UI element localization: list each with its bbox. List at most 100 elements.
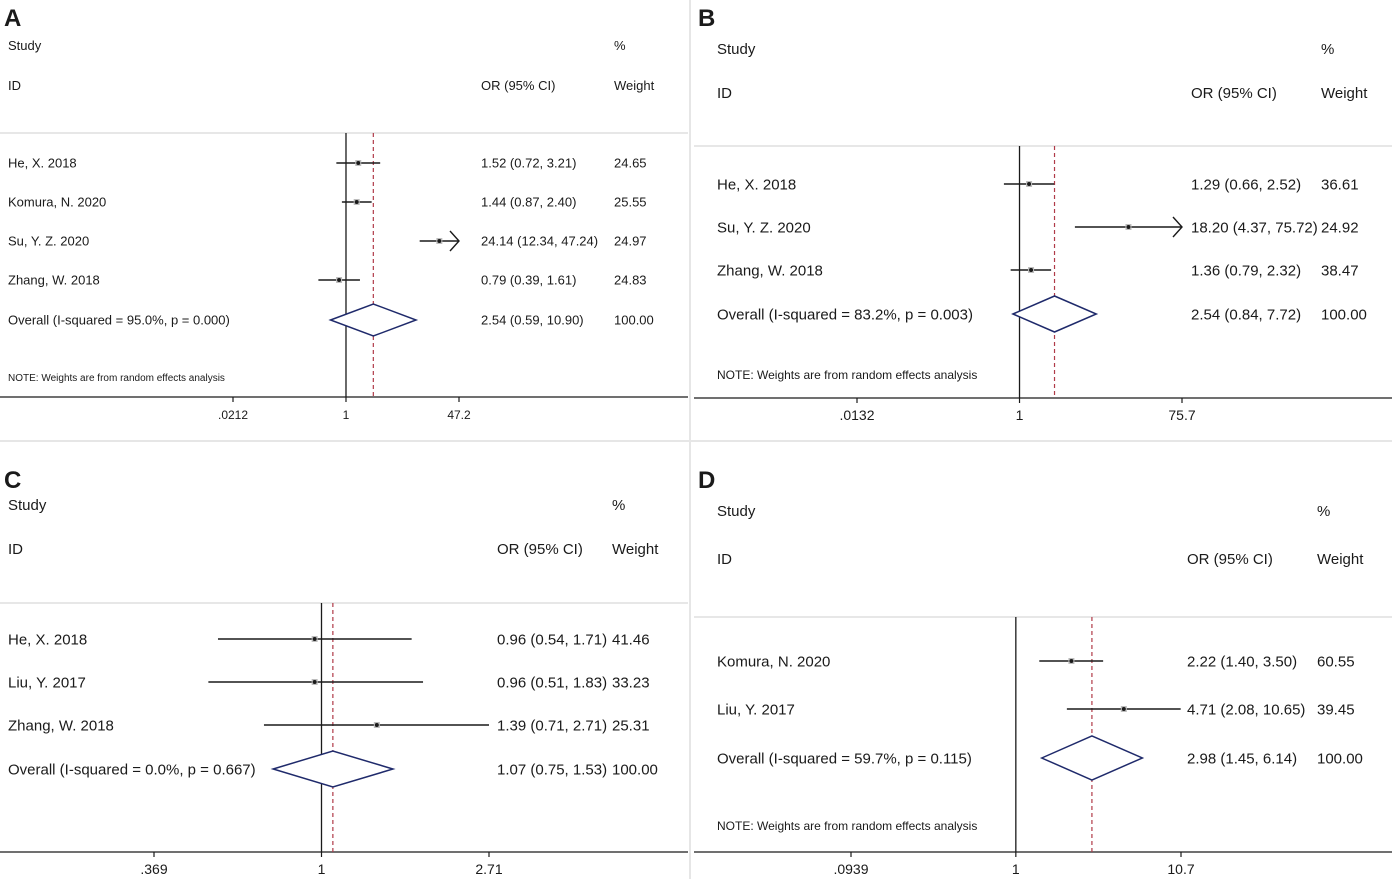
study-weight: 33.23 [612, 674, 650, 691]
study-weight: 25.31 [612, 717, 650, 734]
header-or-ci: OR (95% CI) [481, 78, 555, 93]
x-tick-label: .0939 [833, 861, 868, 877]
point-estimate [354, 200, 359, 204]
x-tick-label: .369 [140, 861, 167, 877]
forest-plot-svg: A Study % ID OR (95% CI) Weight He, X. 2018 1.5… [0, 5, 688, 422]
study-or-ci: 0.79 (0.39, 1.61) [481, 273, 576, 288]
panel-letter: A [4, 5, 21, 32]
overall-weight: 100.00 [1317, 750, 1363, 767]
study-or-ci: 4.71 (2.08, 10.65) [1187, 701, 1305, 718]
x-tick-label: 2.71 [475, 861, 502, 877]
study-label: He, X. 2018 [717, 176, 796, 193]
overall-diamond [328, 303, 419, 337]
header-percent: % [614, 38, 626, 53]
overall-label: Overall (I-squared = 83.2%, p = 0.003) [717, 306, 973, 323]
random-effects-note: NOTE: Weights are from random effects an… [717, 819, 977, 833]
study-weight: 60.55 [1317, 653, 1355, 670]
header-weight: Weight [612, 541, 659, 558]
overall-diamond [1011, 295, 1099, 333]
header-percent: % [1317, 503, 1330, 520]
overall-or-ci: 1.07 (0.75, 1.53) [497, 761, 607, 778]
overall-label: Overall (I-squared = 95.0%, p = 0.000) [8, 313, 230, 328]
study-weight: 24.83 [614, 273, 647, 288]
point-estimate [1121, 707, 1126, 711]
study-label: He, X. 2018 [8, 156, 77, 171]
study-label: He, X. 2018 [8, 631, 87, 648]
forest-plot-b: B Study% ID OR (95% CI) Weight He, X. 2018 1.2… [694, 0, 1392, 438]
header-id: ID [717, 85, 732, 102]
random-effects-note: NOTE: Weights are from random effects an… [717, 368, 977, 382]
study-or-ci: 1.29 (0.66, 2.52) [1191, 176, 1301, 193]
study-weight: 38.47 [1321, 262, 1359, 279]
point-estimate [1027, 182, 1032, 186]
study-label: Zhang, W. 2018 [8, 273, 100, 288]
study-or-ci: 1.36 (0.79, 2.32) [1191, 262, 1301, 279]
header-id: ID [717, 551, 732, 568]
random-effects-note: NOTE: Weights are from random effects an… [8, 373, 225, 384]
overall-label: Overall (I-squared = 0.0%, p = 0.667) [8, 761, 256, 778]
study-or-ci: 1.39 (0.71, 2.71) [497, 717, 607, 734]
horizontal-divider [0, 440, 1392, 442]
x-tick-label: 75.7 [1168, 407, 1195, 423]
study-label: Liu, Y. 2017 [8, 674, 86, 691]
panel-letter: C [4, 467, 21, 494]
vertical-divider [689, 0, 691, 879]
study-or-ci: 24.14 (12.34, 47.24) [481, 234, 598, 249]
forest-plot-d: D Study% ID OR (95% CI) Weight Komura, N. 202… [694, 462, 1392, 879]
study-weight: 36.61 [1321, 176, 1359, 193]
header-or-ci: OR (95% CI) [1191, 85, 1277, 102]
point-estimate [1126, 225, 1131, 229]
study-label: Komura, N. 2020 [8, 195, 106, 210]
point-estimate [437, 239, 442, 243]
header-study: Study [717, 503, 756, 520]
study-label: Su, Y. Z. 2020 [8, 234, 89, 249]
study-weight: 25.55 [614, 195, 647, 210]
study-label: Komura, N. 2020 [717, 653, 830, 670]
header-id: ID [8, 78, 21, 93]
header-percent: % [1321, 41, 1334, 58]
x-tick-label: 10.7 [1167, 861, 1194, 877]
study-weight: 24.65 [614, 156, 647, 171]
study-label: Liu, Y. 2017 [717, 701, 795, 718]
study-label: Su, Y. Z. 2020 [717, 219, 811, 236]
forest-plot-svg: C Study % ID OR (95% CI) Weight He, X. 2018 0.9… [0, 467, 688, 877]
x-tick-label: 1 [318, 861, 326, 877]
study-or-ci: 0.96 (0.54, 1.71) [497, 631, 607, 648]
x-tick-label: 1 [1016, 407, 1024, 423]
header-weight: Weight [1321, 85, 1368, 102]
study-weight: 24.92 [1321, 219, 1359, 236]
ci-arrow [1172, 216, 1183, 238]
point-estimate [312, 680, 317, 684]
header-percent: % [612, 497, 625, 514]
panel-letter: D [698, 467, 715, 494]
overall-or-ci: 2.54 (0.59, 10.90) [481, 313, 584, 328]
x-tick-label: 47.2 [447, 408, 471, 422]
study-weight: 39.45 [1317, 701, 1355, 718]
header-or-ci: OR (95% CI) [1187, 551, 1273, 568]
overall-diamond [270, 750, 396, 788]
ci-arrow [449, 230, 460, 252]
point-estimate [374, 723, 379, 727]
forest-plot-c: C Study% ID OR (95% CI) Weight He, X. 2018 0.9… [0, 462, 688, 879]
overall-or-ci: 2.98 (1.45, 6.14) [1187, 750, 1297, 767]
overall-or-ci: 2.54 (0.84, 7.72) [1191, 306, 1301, 323]
x-tick-label: 1 [1012, 861, 1020, 877]
study-label: Zhang, W. 2018 [8, 717, 114, 734]
header-id: ID [8, 541, 23, 558]
x-tick-label: .0132 [839, 407, 874, 423]
study-or-ci: 1.52 (0.72, 3.21) [481, 156, 576, 171]
overall-label: Overall (I-squared = 59.7%, p = 0.115) [717, 750, 972, 767]
point-estimate [337, 278, 342, 282]
x-tick-label: .0212 [218, 408, 248, 422]
header-study: Study [8, 497, 47, 514]
study-or-ci: 2.22 (1.40, 3.50) [1187, 653, 1297, 670]
overall-weight: 100.00 [1321, 306, 1367, 323]
study-weight: 24.97 [614, 234, 647, 249]
study-weight: 41.46 [612, 631, 650, 648]
panel-letter: B [698, 5, 715, 32]
study-or-ci: 18.20 (4.37, 75.72) [1191, 219, 1318, 236]
overall-diamond [1039, 735, 1145, 781]
study-or-ci: 1.44 (0.87, 2.40) [481, 195, 576, 210]
